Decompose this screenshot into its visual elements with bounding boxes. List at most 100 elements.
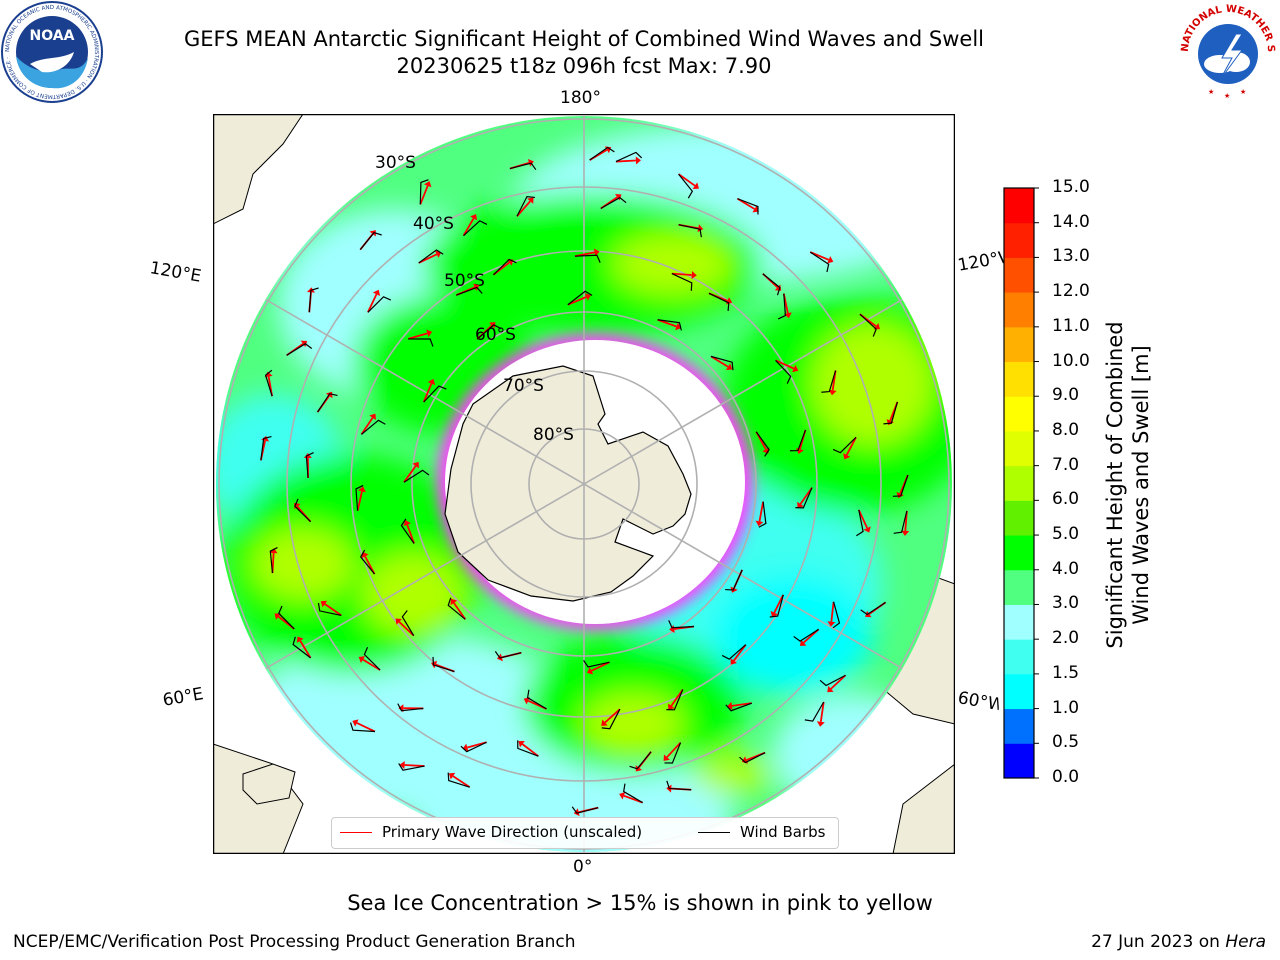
wind-barb [308,287,319,313]
wind-barb [671,273,693,291]
wave-arrow [406,524,415,544]
wave-arrow-head [352,719,359,727]
wind-barb [860,601,886,616]
wave-arrow-head [361,551,369,559]
colorbar-tick-label: 13.0 [1052,246,1090,267]
wind-barb [359,231,382,251]
wave-arrow-head [725,363,733,371]
colorbar-segment [1004,604,1034,640]
wave-arrow-head [584,293,591,301]
wind-barb [859,313,877,337]
wave-arrow [591,661,610,672]
wind-barb [725,702,752,712]
wave-arrow-head [827,685,834,693]
lat-labels: 30°S 40°S 50°S 60°S 70°S 80°S [375,153,574,445]
wave-arrow-head [797,501,804,509]
wave-arrow-head [770,610,778,618]
wind-barb [804,701,825,722]
lat-label-60s: 60°S [475,325,516,345]
wave-arrow [403,465,417,483]
wave-arrow [452,775,471,788]
wind-barb [775,359,792,384]
wave-arrow [710,355,729,368]
lon-label-0: 0° [573,857,593,877]
wind-barb [832,436,857,454]
wind-barb [418,249,444,264]
wave-arrow [360,417,374,435]
colorbar-tick-label: 12.0 [1052,281,1090,302]
wave-arrow [799,487,813,505]
wave-arrow-head [697,224,704,233]
wind-barb [317,602,342,617]
wave-arrow-head [615,193,622,201]
wind-barb [294,498,312,523]
wave-arrow-head [827,256,834,264]
wave-arrow-head [523,697,530,705]
wind-barb [476,324,502,340]
wave-arrow-head [358,656,366,664]
wave-arrow-head [692,182,699,189]
wind-barb [793,628,819,642]
wind-barb [447,597,466,620]
wave-arrow-head [427,378,436,386]
wind-barb [509,162,537,171]
wind-barb [517,740,539,757]
antarctica [444,365,692,602]
wind-barb [305,452,314,479]
wave-arrow-head [675,322,682,331]
svg-text:★: ★ [1208,88,1214,96]
colorbar-segment [1004,569,1034,605]
wave-arrow [462,217,475,237]
wind-barb [292,636,311,659]
wind-barb [260,435,272,461]
wind-barb [600,196,627,210]
wind-barb [657,319,682,331]
wind-barb [809,251,830,273]
wave-arrow [418,253,438,264]
wind-barb [526,689,547,710]
lat-label-30s: 30°S [375,153,416,173]
wind-barb [678,224,702,238]
wind-barb [629,751,652,770]
wind-barbs [260,146,909,814]
wind-barb [678,173,694,199]
colorbar-segment [1004,188,1034,224]
noaa-logo: NATIONAL OCEANIC AND ATMOSPHERIC ADMINIS… [1,1,103,103]
wave-arrow [830,674,847,690]
wind-barb [589,146,615,161]
colorbar-tick-label: 11.0 [1052,315,1090,336]
wave-arrow [733,644,747,662]
lat-label-50s: 50°S [444,271,485,291]
wave-arrow-head [372,289,381,296]
colorbar-segment [1004,361,1034,397]
wind-barb [423,385,447,403]
wave-arrow [422,383,433,403]
colorbar-tick-label: 14.0 [1052,211,1090,232]
colorbar-segment [1004,222,1034,258]
wind-barb [419,179,429,205]
lon-label-120e: 120°E [148,258,203,287]
wave-arrow-head [668,703,675,710]
polar-map: 30°S 40°S 50°S 60°S 70°S 80°S [213,114,955,854]
wave-arrow [567,296,587,306]
wind-barb [710,355,734,371]
footer-date: 27 Jun 2023 on Hera [1091,932,1266,952]
wind-barb [819,674,846,687]
wave-arrow [404,764,425,767]
wave-arrow-head [828,389,837,396]
lon-label-60e: 60°E [161,684,205,711]
wave-arrow [830,601,835,622]
wave-arrow [615,159,636,163]
colorbar-tick-label: 4.0 [1052,558,1080,579]
wave-arrow-head [752,205,759,213]
wave-arrow-head [274,613,281,620]
sea-ice-note: Sea Ice Concentration > 15% is shown in … [347,891,933,915]
wave-arrow-head [586,667,594,675]
colorbar-segment [1004,743,1034,779]
lon-label-60w: 60°W [956,688,1002,716]
wave-arrow-head [792,364,799,373]
colorbar-tick-label: 5.0 [1052,524,1080,545]
wave-arrow-head [518,740,525,748]
wave-arrow [324,603,342,617]
wave-arrow [857,509,868,529]
